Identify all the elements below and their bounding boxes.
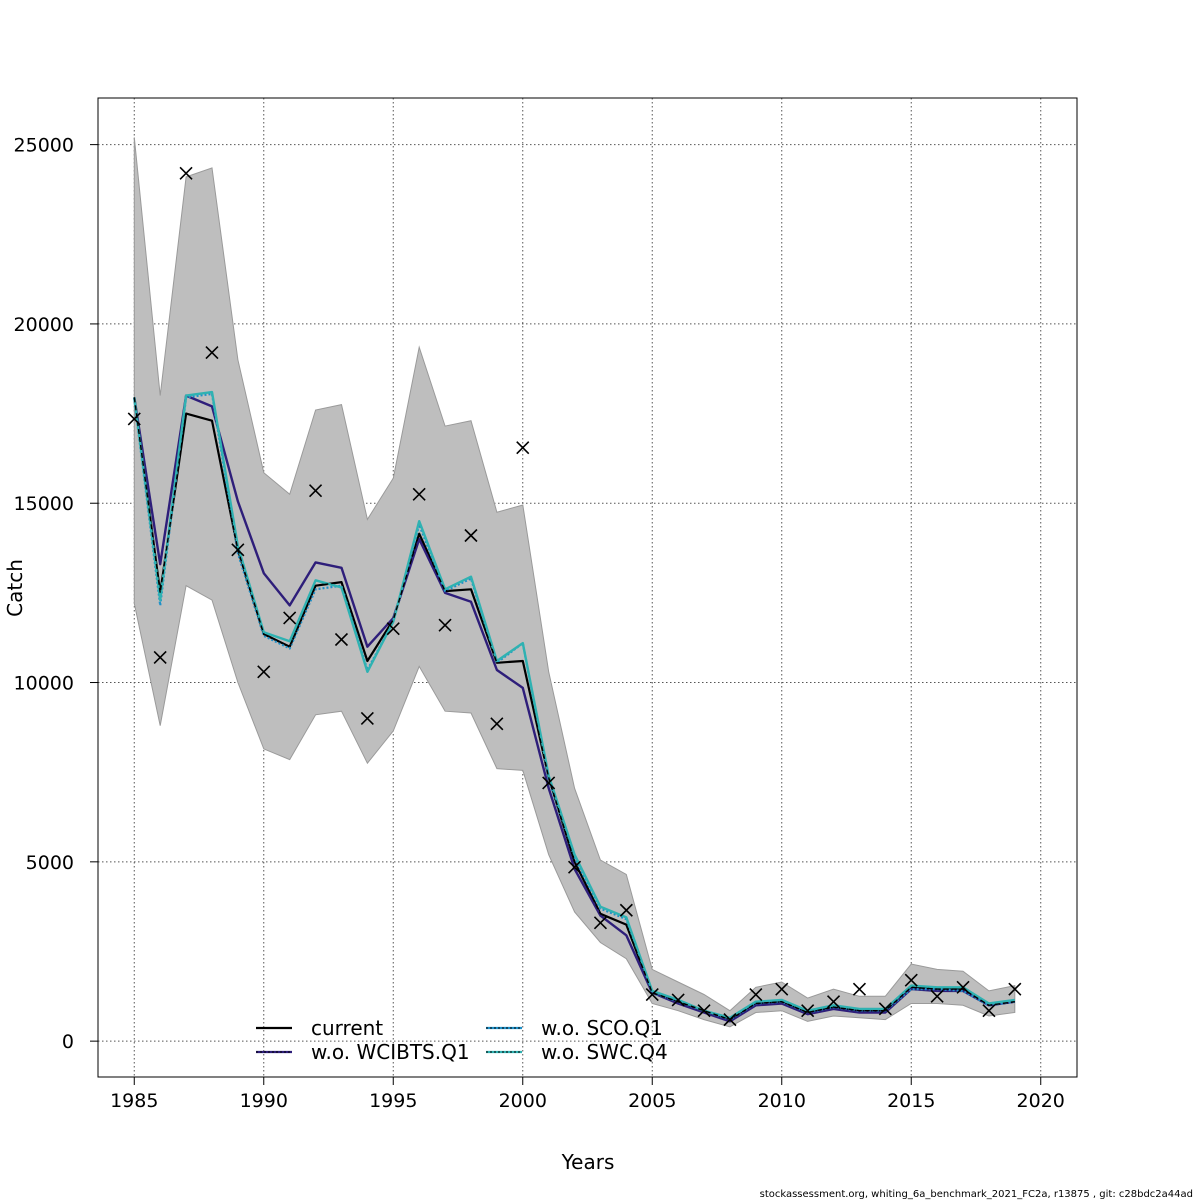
- observation-point: [360, 711, 374, 725]
- observation-point: [179, 166, 193, 180]
- observation-point: [283, 611, 297, 625]
- observation-point: [982, 1004, 996, 1018]
- observation-point: [438, 618, 452, 632]
- observation-points-layer: [127, 166, 1022, 1027]
- observation-point: [205, 346, 219, 360]
- observation-point: [697, 1004, 711, 1018]
- observation-point: [775, 982, 789, 996]
- observation-point: [956, 980, 970, 994]
- series-line-wo-swc-q4: [133, 390, 1015, 1019]
- x-axis: 1985 1990 1995 2000 2005 2010 2015 2020: [110, 1077, 1065, 1112]
- x-tick-label: 1990: [240, 1090, 288, 1112]
- legend-label: w.o. SWC.Q4: [541, 1040, 668, 1064]
- series-line-wo-wcibts-q1: [133, 394, 1015, 1023]
- plot-frame: [97, 97, 1078, 1078]
- observation-point: [1008, 982, 1022, 996]
- observation-point: [749, 987, 763, 1002]
- observation-point: [593, 916, 608, 930]
- observation-point: [671, 993, 685, 1007]
- observation-point: [619, 903, 633, 917]
- observation-point: [257, 665, 271, 679]
- y-axis: 0 5000 10000 15000 20000 25000: [14, 135, 98, 1053]
- y-tick-label: 15000: [14, 493, 74, 515]
- observation-point: [930, 989, 944, 1003]
- observation-point: [826, 995, 841, 1009]
- series-line-wo-sco-q1: [133, 392, 1015, 1021]
- x-tick-label: 2010: [758, 1090, 806, 1112]
- series-line-current-dashes: [133, 397, 1015, 1021]
- x-tick-label: 2000: [499, 1090, 547, 1112]
- observation-point: [308, 484, 323, 498]
- observation-point: [127, 412, 141, 426]
- legend-label: w.o. WCIBTS.Q1: [311, 1040, 470, 1064]
- observation-point: [464, 528, 478, 543]
- legend-label: current: [311, 1016, 383, 1040]
- observation-point: [852, 982, 867, 996]
- observation-point: [878, 1002, 892, 1016]
- confidence-band: [133, 137, 1016, 1028]
- y-tick-label: 0: [62, 1031, 74, 1053]
- series-lines-layer: [133, 390, 1015, 1023]
- confidence-band-layer: [133, 137, 1016, 1028]
- legend-label: w.o. SCO.Q1: [541, 1016, 663, 1040]
- observation-point: [723, 1013, 737, 1027]
- y-tick-label: 20000: [14, 314, 74, 336]
- observation-point: [516, 441, 530, 455]
- x-tick-label: 2020: [1017, 1090, 1065, 1112]
- y-axis-title: Catch: [3, 559, 27, 617]
- observation-point: [231, 543, 245, 557]
- y-tick-label: 10000: [14, 673, 74, 695]
- observation-point: [904, 973, 918, 987]
- observation-point: [567, 860, 582, 874]
- x-tick-label: 1995: [369, 1090, 417, 1112]
- observation-point: [645, 987, 659, 1002]
- x-tick-label: 2015: [887, 1090, 935, 1112]
- x-tick-label: 2005: [628, 1090, 676, 1112]
- x-tick-label: 1985: [110, 1090, 158, 1112]
- observation-point: [801, 1004, 815, 1018]
- observation-point: [490, 717, 504, 731]
- observation-point: [542, 776, 556, 790]
- y-tick-label: 25000: [14, 135, 74, 157]
- y-tick-label: 5000: [26, 852, 74, 874]
- observation-point: [334, 632, 349, 647]
- observation-point: [153, 650, 167, 664]
- observation-point: [386, 622, 400, 636]
- observation-point: [412, 487, 426, 501]
- x-axis-title: Years: [561, 1150, 615, 1174]
- footer-note: stockassessment.org, whiting_6a_benchmar…: [760, 1189, 1193, 1200]
